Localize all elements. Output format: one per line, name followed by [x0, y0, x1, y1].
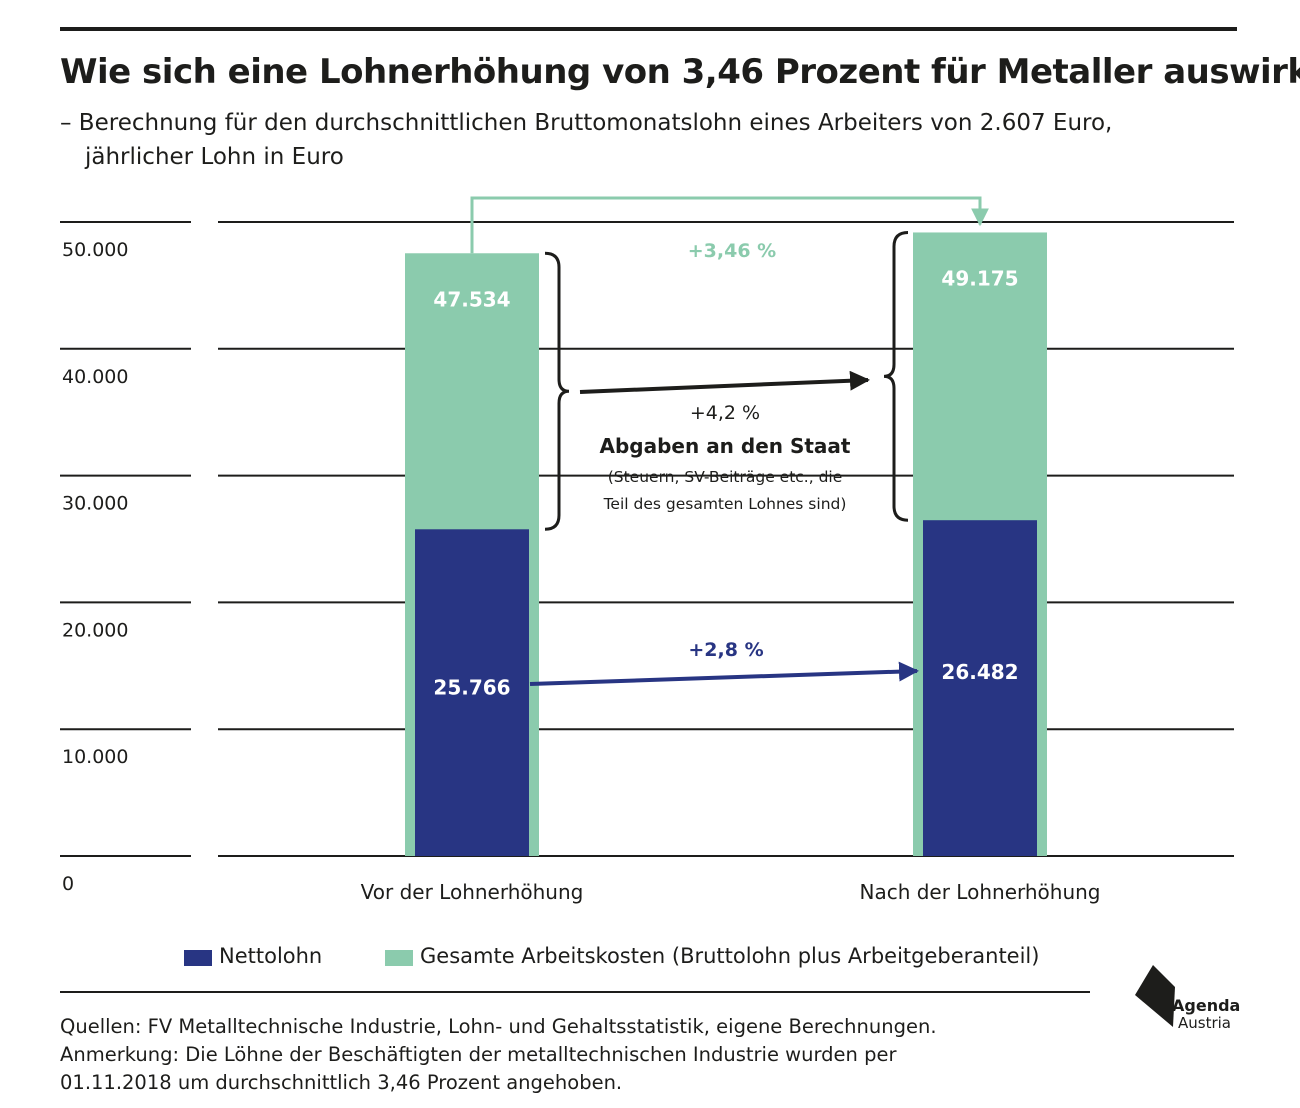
- logo-text-austria: Austria: [1178, 1014, 1231, 1032]
- total-change-label: +3,46 %: [688, 240, 776, 262]
- levies-note-line-1: (Steuern, SV-Beiträge etc., die: [608, 468, 843, 486]
- x-axis-tick-labels: Vor der Lohnerhöhung Nach der Lohnerhöhun…: [361, 880, 1101, 904]
- data-label-total: 49.175: [941, 266, 1018, 290]
- levies-brace-right: [883, 230, 909, 522]
- levies-brace-left: [544, 251, 570, 531]
- footer-notes: Quellen: FV Metalltechnische Industrie, …: [60, 1013, 937, 1097]
- net-change-label: +2,8 %: [688, 639, 763, 661]
- chart-subtitle: – Berechnung für den durchschnittlichen …: [60, 106, 1112, 174]
- levies-note-line-2: Teil des gesamten Lohnes sind): [603, 495, 847, 513]
- subtitle-line-2: jährlicher Lohn in Euro: [85, 144, 344, 170]
- x-tick-label: Nach der Lohnerhöhung: [859, 880, 1100, 904]
- y-axis-tick-labels: 0 10.000 20.000 30.000 40.000 50.000: [62, 239, 128, 895]
- y-tick-label: 40.000: [62, 366, 128, 388]
- legend-swatch-total: [385, 950, 413, 966]
- levies-title: Abgaben an den Staat: [600, 434, 851, 458]
- footer-note-line-1: Anmerkung: Die Löhne der Beschäftigten d…: [60, 1043, 897, 1066]
- y-tick-label: 20.000: [62, 619, 128, 641]
- y-tick-label: 30.000: [62, 493, 128, 515]
- x-tick-label: Vor der Lohnerhöhung: [361, 880, 584, 904]
- gridlines: [60, 221, 1234, 857]
- chart-title: Wie sich eine Lohnerhöhung von 3,46 Proz…: [60, 52, 1300, 92]
- y-tick-label: 10.000: [62, 746, 128, 768]
- footer-sources: Quellen: FV Metalltechnische Industrie, …: [60, 1015, 937, 1038]
- levies-change-arrow: [579, 370, 870, 394]
- bars: 47.534 25.766 49.175 26.482: [405, 232, 1047, 857]
- legend-swatch-net: [184, 950, 212, 966]
- net-change-arrow: [529, 661, 919, 686]
- subtitle-line-1: – Berechnung für den durchschnittlichen …: [60, 110, 1113, 136]
- top-rule: [60, 27, 1237, 31]
- data-label-net: 26.482: [941, 660, 1018, 684]
- footer-rule: [60, 991, 1090, 993]
- bar-net-wage: [923, 520, 1037, 856]
- agenda-austria-logo-icon: [1135, 965, 1175, 1031]
- legend-label-net: Nettolohn: [219, 944, 323, 968]
- bar-net-wage: [415, 529, 529, 856]
- y-tick-label: 50.000: [62, 239, 128, 261]
- data-label-net: 25.766: [433, 675, 510, 699]
- y-tick-label: 0: [62, 873, 74, 895]
- legend-label-total: Gesamte Arbeitskosten (Bruttolohn plus A…: [420, 944, 1040, 968]
- total-change-arrow: [470, 196, 989, 254]
- levies-change-label: +4,2 %: [690, 402, 760, 424]
- bar-chart: 0 10.000 20.000 30.000 40.000 50.000 47.534 25…: [60, 196, 1234, 904]
- data-label-total: 47.534: [433, 287, 510, 311]
- annotations: +3,46 % +4,2 % Abgaben an den Staat (Steuer…: [470, 196, 989, 686]
- footer-note-line-2: 01.11.2018 um durchschnittlich 3,46 Proz…: [60, 1071, 623, 1094]
- logo-text-agenda: Agenda: [1172, 996, 1241, 1015]
